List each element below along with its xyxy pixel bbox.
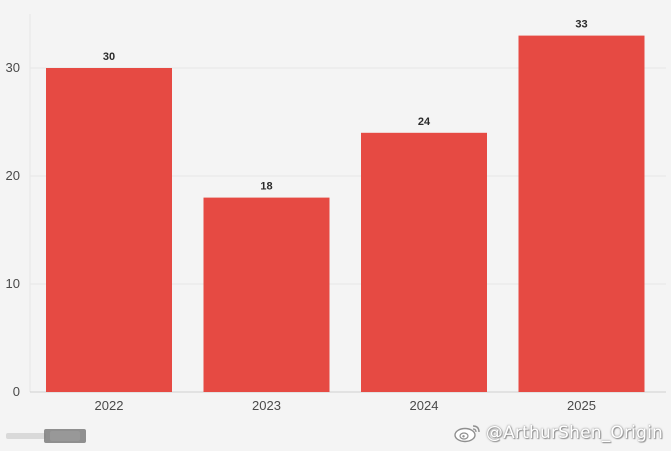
data-labels: 30 18 24 33 <box>103 19 588 193</box>
data-label: 18 <box>260 181 272 193</box>
watermark-text: @ArthurShen_Origin <box>485 423 663 443</box>
y-tick-label: 20 <box>6 168 20 183</box>
data-label: 33 <box>575 19 587 31</box>
x-tick-label: 2025 <box>567 398 596 413</box>
y-tick-label: 30 <box>6 60 20 75</box>
x-tick-label: 2022 <box>95 398 124 413</box>
blurred-mark <box>6 429 86 443</box>
weibo-icon <box>454 425 480 443</box>
x-tick-label: 2024 <box>410 398 439 413</box>
bars <box>46 35 645 393</box>
y-tick-label: 10 <box>6 276 20 291</box>
data-label: 30 <box>103 51 115 63</box>
watermark: @ArthurShen_Origin <box>454 423 663 443</box>
bar <box>518 35 645 392</box>
bar <box>46 68 172 392</box>
y-axis-ticks: 0 10 20 30 <box>6 60 20 399</box>
bar <box>203 197 330 392</box>
data-label: 24 <box>418 116 431 128</box>
y-tick-label: 0 <box>13 384 20 399</box>
x-axis-ticks: 2022 2023 2024 2025 <box>95 398 596 413</box>
x-tick-label: 2023 <box>252 398 281 413</box>
bar <box>361 132 487 393</box>
